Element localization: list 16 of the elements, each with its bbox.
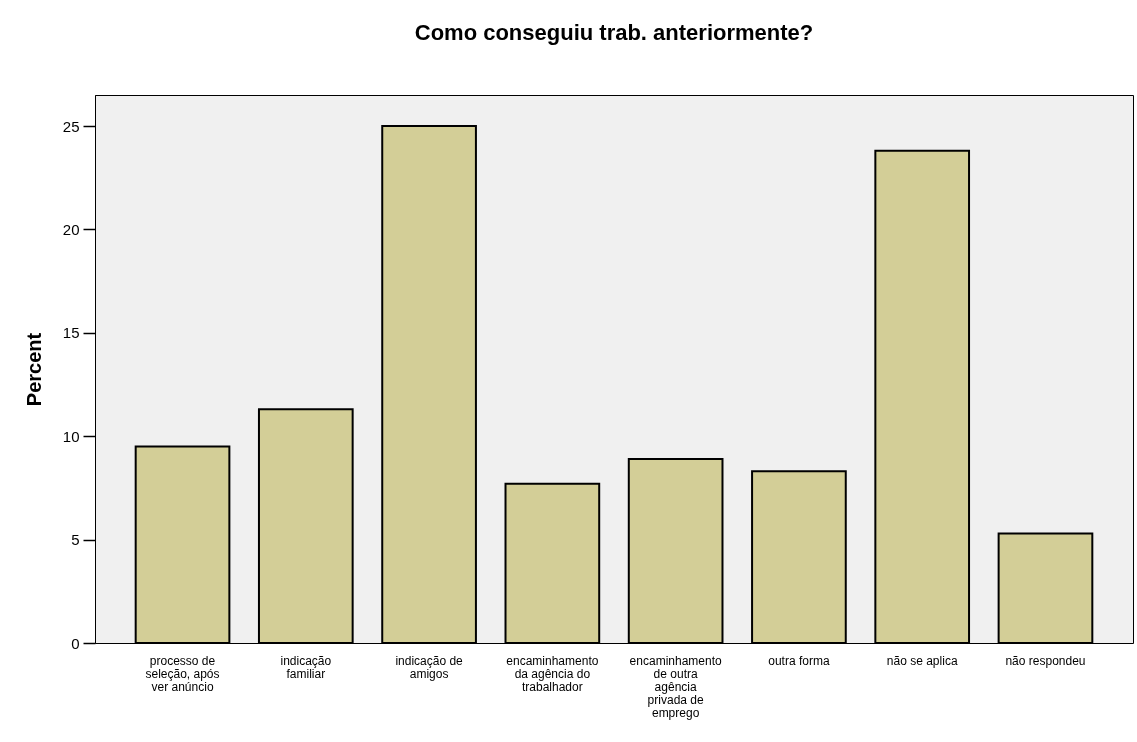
x-tick-label: indicação familiar: [280, 653, 332, 681]
x-tick-label: encaminhamento da agência do trabalhador: [506, 653, 599, 694]
chart-title: Como conseguiu trab. anteriormente?: [414, 20, 814, 45]
x-tick-label: outra forma: [768, 653, 830, 668]
y-axis-title: Percent: [22, 332, 45, 407]
y-tick-label: 5: [71, 531, 80, 549]
y-tick-label: 20: [62, 220, 80, 238]
y-tick-label: 25: [62, 117, 80, 135]
x-tick-label: processo de seleção, após ver anúncio: [145, 653, 220, 694]
x-tick-label: não respondeu: [1005, 653, 1086, 668]
y-tick-label: 0: [71, 634, 80, 652]
x-tick-label: encaminhamento de outra agência privada de emprego: [629, 653, 722, 720]
y-tick-label: 10: [62, 427, 80, 445]
y-tick-label: 15: [62, 324, 80, 342]
x-tick-label: não se aplica: [886, 653, 958, 668]
x-tick-label: indicação de amigos: [395, 653, 464, 681]
